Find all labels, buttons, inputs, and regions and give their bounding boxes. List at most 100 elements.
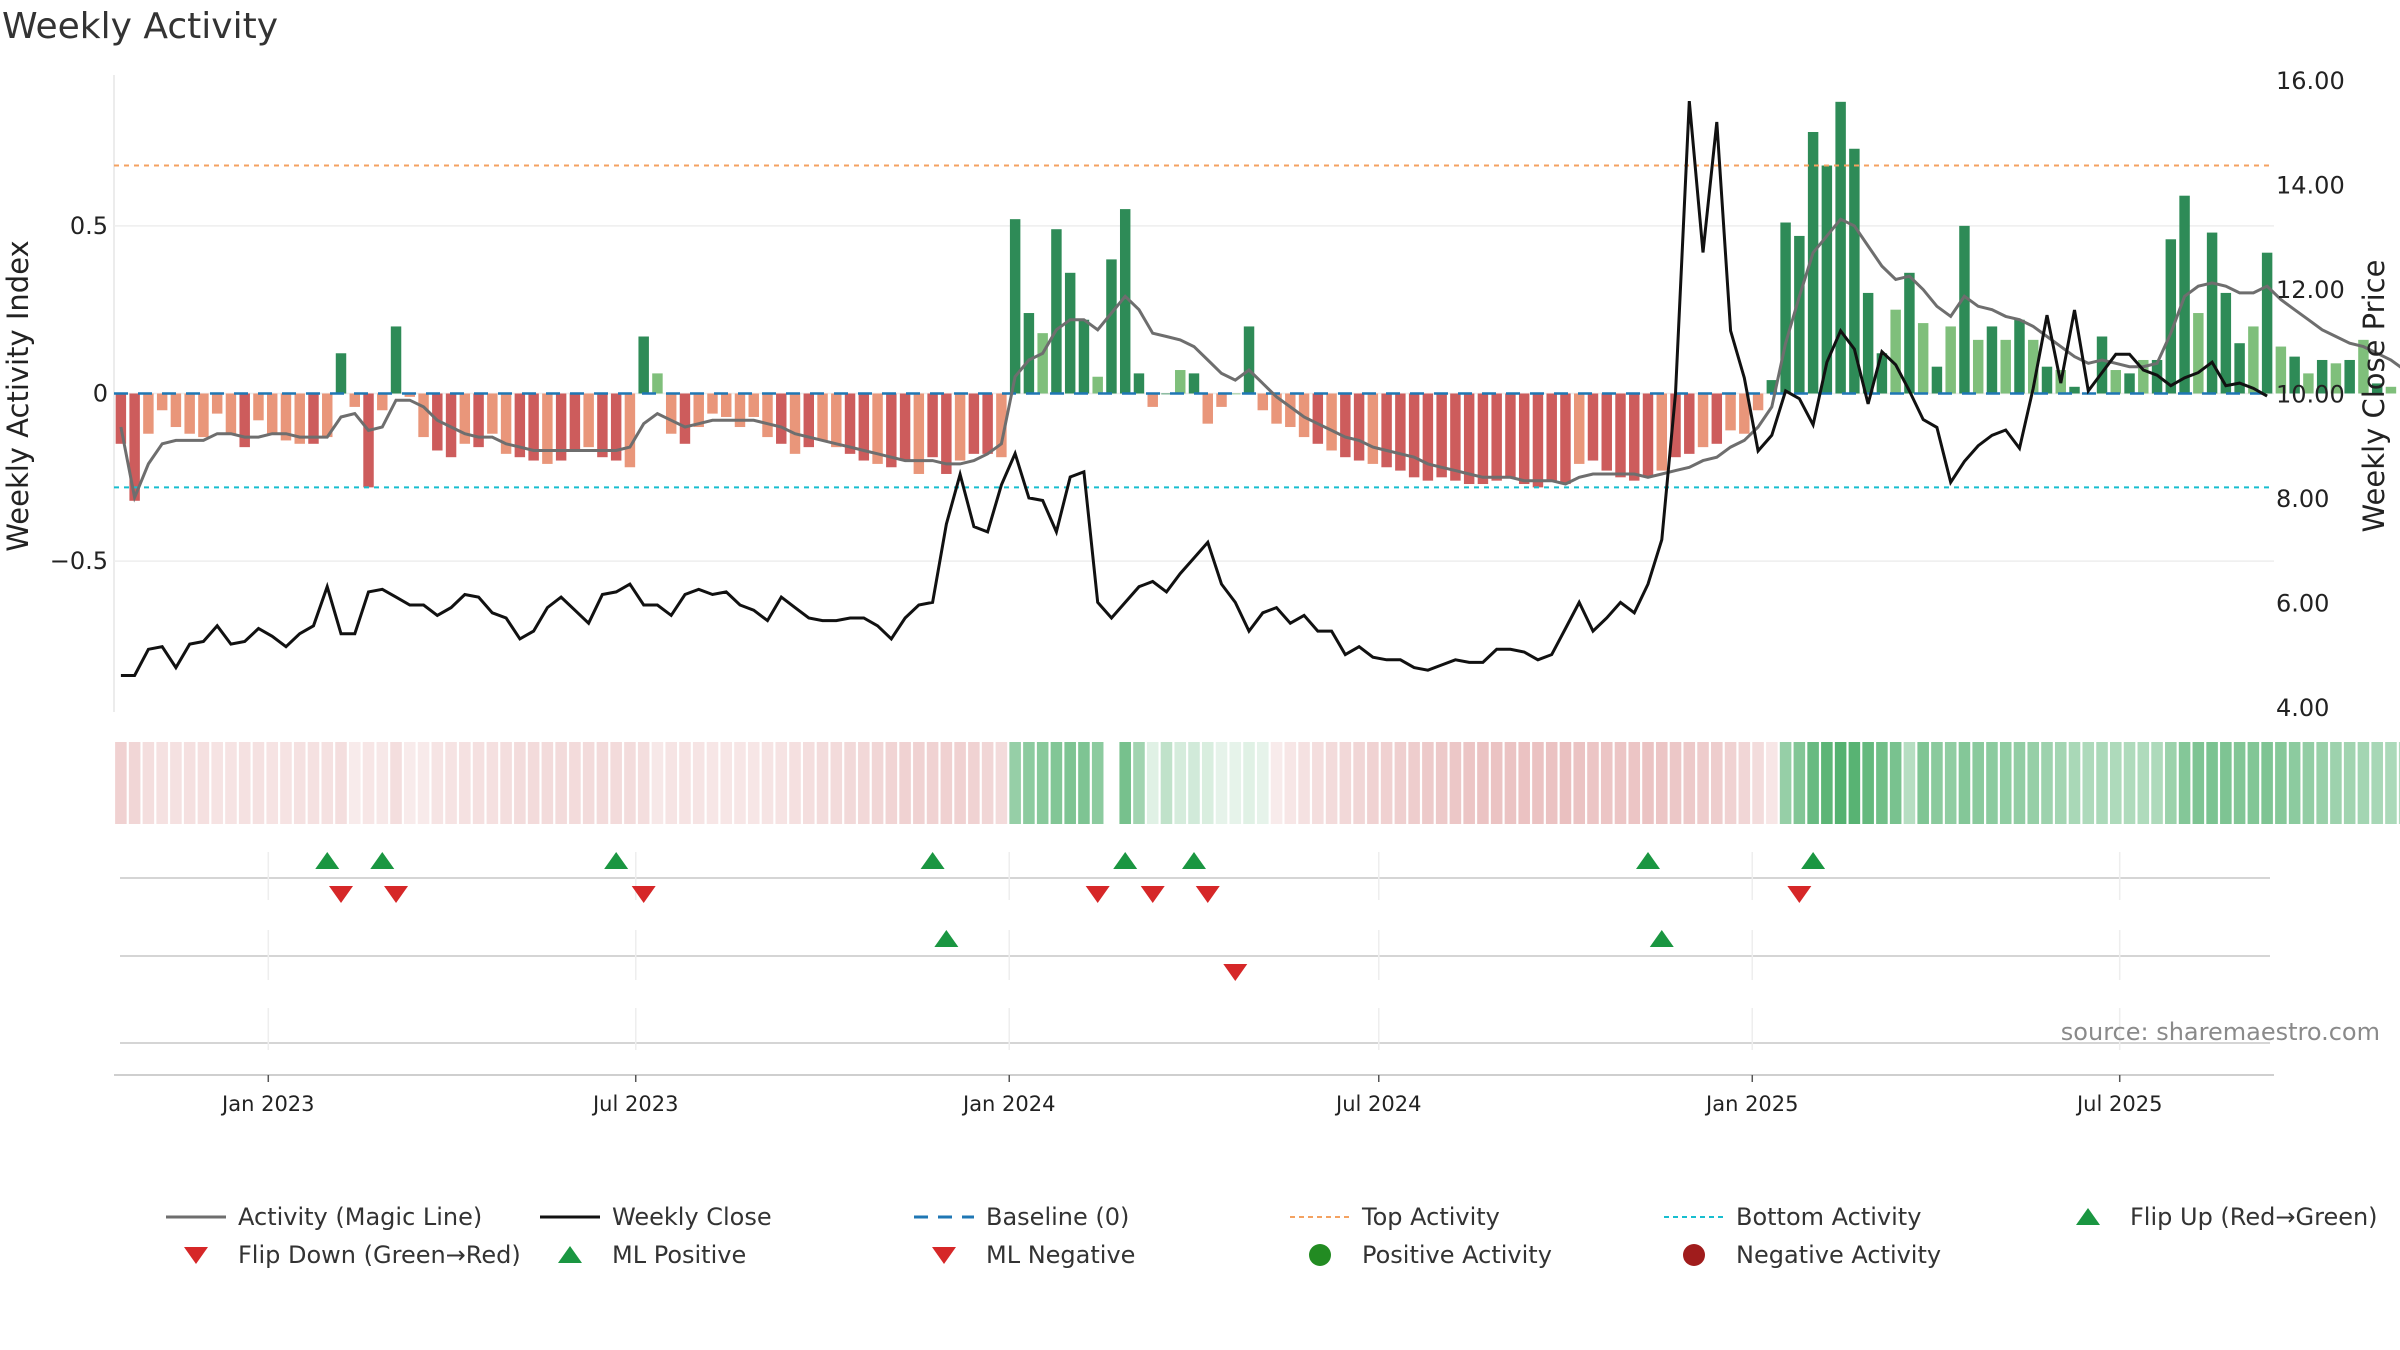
strip-cell [692,742,705,824]
strip-cell [500,742,512,824]
strip-cell [995,742,1008,824]
activity-bar [1835,101,1846,394]
strip-cell [459,742,471,824]
activity-bar [1133,373,1145,394]
strip-cell [1367,742,1379,824]
activity-bar [638,336,649,394]
strip-cell [266,742,278,824]
strip-cell [335,742,347,824]
activity-heat-strip [115,742,2400,824]
strip-cell [1999,742,2012,824]
strip-cell [1394,742,1407,824]
strip-cell [2054,742,2067,824]
strip-cell [954,742,966,824]
strip-cell [527,742,540,824]
activity-bar [1794,235,1805,394]
activity-bar [610,393,622,461]
activity-bar [996,393,1007,458]
flip-up-marker [1636,852,1661,869]
legend-item-pos_activity: Positive Activity [1309,1241,1552,1269]
right-tick-label: 12.00 [2276,276,2345,304]
strip-cell [431,742,444,824]
strip-cell [1697,742,1709,824]
activity-bar [583,393,594,448]
activity-bar [665,393,677,434]
right-tick-label: 8.00 [2276,485,2329,513]
legend-swatch [932,1247,956,1264]
flip-up-marker [604,852,629,869]
strip-cell [720,742,733,824]
activity-bar [1876,353,1888,394]
strip-cell [1628,742,1641,824]
activity-bar [982,393,993,454]
activity-bar [1615,393,1626,478]
strip-cell [1738,742,1751,824]
activity-bar [2234,343,2245,394]
strip-cell [2330,742,2342,824]
activity-bar [652,373,663,394]
strip-cell [514,742,526,824]
activity-bar [1285,393,1296,428]
strip-cell [747,742,760,824]
activity-bar [225,393,237,434]
strip-cell [1559,742,1572,824]
activity-bar [2069,386,2080,394]
activity-bar [1780,222,1791,394]
activity-bar [1051,229,1062,394]
activity-bar [721,393,732,417]
strip-cell [1380,742,1393,824]
activity-bar [2138,359,2149,394]
strip-cell [486,742,499,824]
strip-cell [802,742,815,824]
activity-bar [2096,336,2108,394]
activity-bar [1463,393,1475,485]
strip-cell [1133,742,1145,824]
strip-cell [665,742,677,824]
strip-cell [1504,742,1517,824]
left-tick-label: 0.5 [70,212,108,240]
activity-bars [115,101,2397,501]
activity-bar [555,393,567,461]
strip-cell [1944,742,1957,824]
activity-bar [1601,393,1612,471]
strip-cell [211,742,223,824]
legend-item-bottom: Bottom Activity [1664,1203,1921,1231]
strip-cell [417,742,430,824]
activity-bar [1340,393,1351,458]
activity-bar [1629,393,1640,481]
activity-bar [954,393,966,461]
right-tick-label: 16.00 [2276,67,2345,95]
activity-bar [2344,359,2355,394]
strip-cell [1477,742,1489,824]
activity-bar [1766,380,1778,394]
strip-cell [1752,742,1764,824]
strip-cell [197,742,210,824]
strip-cell [1683,742,1696,824]
activity-bar [2165,239,2177,394]
activity-bar [1202,393,1213,424]
activity-bar [1023,313,1035,394]
strip-cell [2178,742,2191,824]
strip-cell [1862,742,1874,824]
strip-cell [1160,742,1173,824]
strip-cell [885,742,898,824]
strip-cell [128,742,141,824]
activity-bar [2358,339,2369,394]
strip-cell [940,742,953,824]
activity-bar [156,393,168,411]
ml-negative-marker [1223,964,1248,981]
strip-cell [376,742,389,824]
strip-cell [706,742,719,824]
legend-item-neg_activity: Negative Activity [1683,1241,1941,1269]
strip-cell [734,742,746,824]
activity-bar [941,393,952,474]
flip-down-marker [1195,886,1220,903]
strip-cell [2357,742,2370,824]
strip-cell [1931,742,1943,824]
activity-bar [2206,232,2218,394]
strip-cell [582,742,595,824]
activity-bar [1587,393,1599,461]
activity-bar [377,393,388,411]
activity-bar [1381,393,1392,468]
strip-cell [1064,742,1076,824]
